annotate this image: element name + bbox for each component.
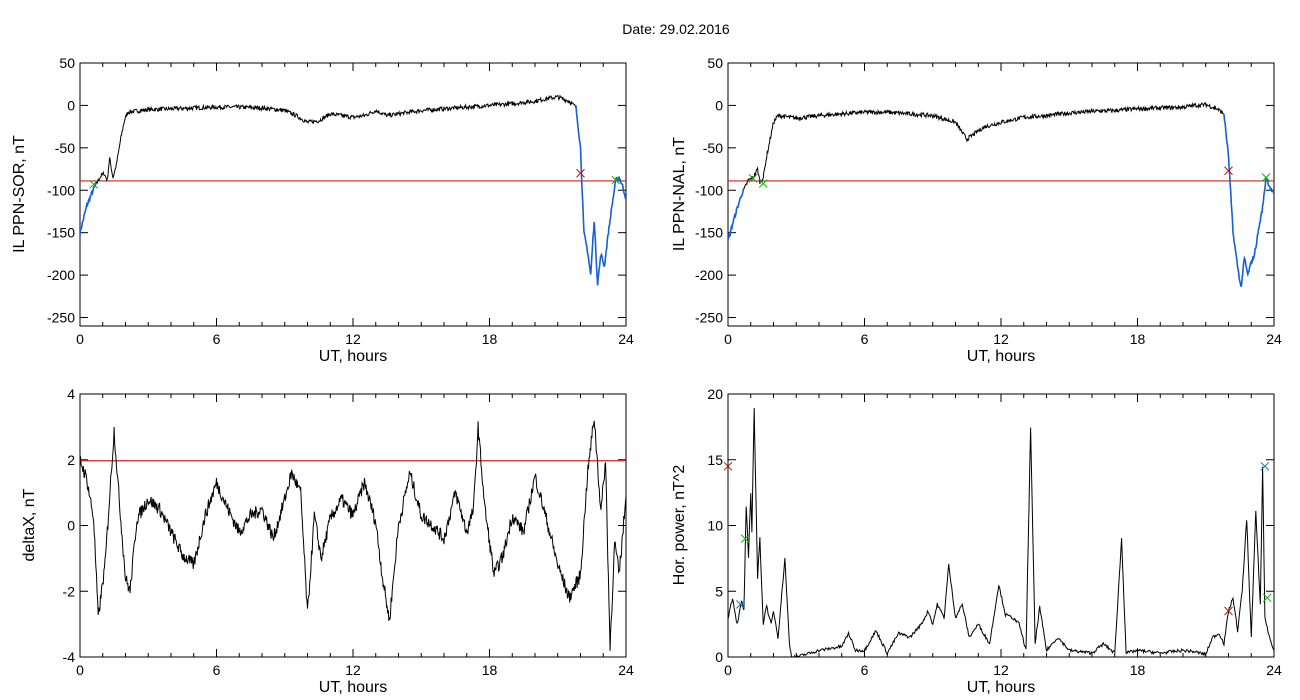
y-tick-label: -200 — [47, 267, 75, 283]
y-tick-label: 50 — [59, 55, 75, 71]
event-marker-red — [1224, 606, 1233, 616]
plot-frame — [79, 393, 627, 658]
y-tick-label: -100 — [47, 182, 75, 198]
y-tick-label: -100 — [695, 182, 723, 198]
x-tick-label: 18 — [1130, 331, 1146, 347]
y-tick-label: 0 — [715, 649, 723, 665]
series-line-substorm — [575, 105, 626, 286]
event-marker-blue — [736, 600, 745, 609]
y-tick-label: -250 — [695, 310, 723, 326]
plot-frame — [727, 393, 1275, 658]
y-tick-label: 50 — [707, 55, 723, 71]
y-tick-label: 10 — [707, 518, 723, 534]
y-tick-label: -2 — [63, 583, 76, 599]
y-tick-label: 4 — [67, 386, 75, 402]
x-axis-label: UT, hours — [967, 348, 1035, 365]
event-marker-blue — [1260, 461, 1270, 471]
series-line — [80, 420, 626, 651]
y-tick-label: -200 — [695, 267, 723, 283]
chart-panel-deltax: 0 6 12 18 24 4 2 0 -2 -4 UT, hours deltaX, nT — [21, 386, 634, 696]
event-marker-green — [758, 179, 768, 188]
x-axis-label: UT, hours — [967, 679, 1035, 696]
event-marker-green — [1261, 173, 1271, 182]
chart-panel-hor-power: 0 6 12 18 24 20 15 10 5 0 UT, hours Hor. power, nT^… — [671, 386, 1282, 696]
event-marker-green — [89, 179, 99, 189]
x-tick-label: 24 — [618, 331, 634, 347]
event-marker-red — [723, 461, 733, 471]
series-line — [728, 407, 1274, 657]
y-tick-label: 0 — [67, 518, 75, 534]
series-line-substorm-start — [728, 188, 745, 240]
event-marker-red — [576, 168, 585, 178]
y-axis-label: IL PPN-SOR, nT — [11, 135, 28, 253]
y-tick-label: 0 — [67, 97, 75, 113]
y-tick-label: -50 — [703, 140, 723, 156]
series-line-substorm-start — [80, 182, 97, 235]
y-tick-label: -50 — [55, 140, 75, 156]
figure-title: Date: 29.02.2016 — [622, 21, 730, 37]
series-line-substorm — [1223, 114, 1274, 287]
y-tick-label: -4 — [63, 649, 76, 665]
x-tick-label: 12 — [993, 331, 1009, 347]
x-tick-label: 24 — [1266, 662, 1282, 678]
x-tick-label: 0 — [724, 331, 732, 347]
y-tick-label: -250 — [47, 310, 75, 326]
event-marker-green — [748, 174, 758, 183]
y-tick-label: 15 — [707, 452, 723, 468]
x-tick-label: 0 — [724, 662, 732, 678]
event-marker-green — [740, 534, 750, 544]
y-tick-label: -150 — [47, 225, 75, 241]
x-tick-label: 6 — [213, 662, 221, 678]
y-tick-label: 20 — [707, 386, 723, 402]
event-marker-red — [1224, 166, 1233, 176]
y-tick-label: 5 — [715, 583, 723, 599]
x-tick-label: 24 — [1266, 331, 1282, 347]
y-axis-label: IL PPN-NAL, nT — [671, 137, 688, 251]
x-tick-label: 6 — [861, 331, 869, 347]
series-line — [80, 94, 576, 235]
y-tick-label: 2 — [67, 452, 75, 468]
chart-panel-il-nal: 0 6 12 18 24 50 0 -50 -100 -150 -200 -250 UT, hours I… — [671, 55, 1282, 365]
x-tick-label: 0 — [76, 331, 84, 347]
y-axis-label: deltaX, nT — [21, 488, 38, 561]
x-tick-label: 12 — [345, 331, 361, 347]
y-axis-label: Hor. power, nT^2 — [671, 465, 688, 586]
chart-panel-il-sor: 0 6 12 18 24 50 0 -50 -100 -150 -200 -250 UT, hours I… — [11, 55, 634, 365]
x-tick-label: 24 — [618, 662, 634, 678]
y-tick-label: -150 — [695, 225, 723, 241]
event-marker-green — [611, 175, 621, 185]
plot-frame — [79, 62, 627, 327]
series-line — [728, 101, 1224, 240]
x-tick-label: 18 — [482, 331, 498, 347]
x-tick-label: 6 — [213, 331, 221, 347]
x-tick-label: 0 — [76, 662, 84, 678]
y-tick-label: 0 — [715, 97, 723, 113]
x-axis-label: UT, hours — [319, 679, 387, 696]
plot-frame — [727, 62, 1275, 327]
x-tick-label: 6 — [861, 662, 869, 678]
event-marker-green — [1262, 593, 1272, 603]
x-tick-label: 18 — [482, 662, 498, 678]
x-axis-label: UT, hours — [319, 348, 387, 365]
x-tick-label: 12 — [993, 662, 1009, 678]
x-tick-label: 12 — [345, 662, 361, 678]
x-tick-label: 18 — [1130, 662, 1146, 678]
